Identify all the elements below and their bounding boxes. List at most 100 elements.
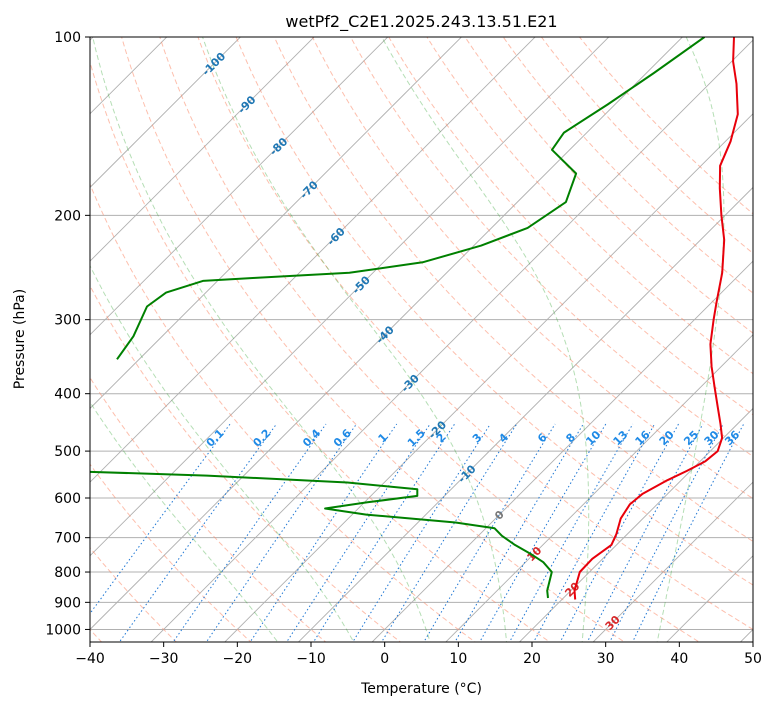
dry-adiabat [350, 37, 753, 458]
dry-adiabat [90, 376, 327, 642]
isotherm-label: -30 [399, 372, 422, 395]
mixing-ratio-line [205, 423, 357, 642]
mixing-ratio-label: 3 [470, 431, 485, 446]
x-tick-label: 20 [523, 651, 541, 667]
y-tick-label: 300 [54, 313, 81, 329]
mixing-ratio-line [609, 423, 724, 642]
mixing-ratio-label: 16 [633, 428, 653, 448]
isotherm-line [445, 334, 753, 642]
mixing-ratio-label: 36 [722, 428, 742, 448]
moist-adiabat [656, 37, 725, 642]
dry-adiabat [311, 37, 753, 500]
mixing-ratio-line [533, 423, 656, 642]
moist-adiabat [90, 264, 355, 642]
isotherm-label: 40 [645, 644, 665, 664]
x-tick-label: −40 [75, 651, 105, 667]
mixing-ratio-line [90, 423, 231, 615]
y-tick-label: 200 [54, 208, 81, 224]
mixing-ratio-line [381, 423, 518, 642]
isotherm-line [90, 37, 315, 262]
isotherm-label: -70 [297, 178, 320, 201]
dry-adiabat [159, 37, 701, 642]
y-tick-label: 500 [54, 444, 81, 460]
mixing-ratio-label: 0.4 [300, 426, 323, 449]
mixing-ratio-label: 20 [657, 428, 677, 448]
isotherm-line [592, 481, 753, 642]
isotherm-line [371, 260, 753, 642]
isotherm-line [90, 37, 389, 336]
mixing-ratio-line [423, 423, 556, 642]
x-tick-label: −20 [223, 651, 253, 667]
isotherm-line [90, 37, 242, 189]
mixing-ratio-line [172, 423, 327, 642]
isotherm-line [90, 37, 463, 410]
dry-adiabat [273, 37, 753, 543]
dry-adiabat [197, 37, 753, 630]
mixing-ratio-line [249, 423, 398, 642]
mixing-ratio-line [632, 423, 745, 642]
isotherm-label: -90 [235, 93, 258, 116]
dry-adiabat [90, 60, 551, 642]
dry-adiabat [90, 463, 252, 642]
plot-frame [89, 36, 754, 643]
dry-adiabat [121, 37, 626, 642]
mixing-ratio-label: 2 [434, 431, 449, 446]
x-tick-label: 40 [670, 651, 688, 667]
moist-adiabat [90, 401, 279, 642]
dewpoint-profile [90, 470, 553, 599]
isotherm-label: -40 [373, 323, 396, 346]
isotherm-line [150, 39, 753, 642]
mixing-ratio-label: 1.5 [405, 427, 428, 450]
isotherm-line [224, 113, 753, 642]
mixing-ratio-label: 4 [496, 431, 511, 446]
y-tick-label: 800 [54, 565, 81, 581]
dry-adiabat [90, 546, 178, 642]
y-tick-label: 700 [54, 531, 81, 547]
x-tick-label: −10 [296, 651, 326, 667]
dry-adiabat [464, 37, 753, 334]
y-tick-label: 1000 [45, 622, 81, 638]
chart-title: wetPf2_C2E1.2025.243.13.51.E21 [285, 12, 557, 32]
y-tick-label: 600 [54, 491, 81, 507]
dewpoint-upper-profile [116, 37, 706, 360]
isotherm-label: -100 [200, 50, 229, 79]
isotherm-line [90, 37, 684, 631]
isotherm-label: -60 [325, 225, 348, 248]
isotherm-line [90, 37, 610, 557]
isotherm-label: -80 [267, 135, 290, 158]
moist-adiabat [202, 37, 508, 642]
mixing-ratio-label: 0.6 [331, 426, 354, 449]
mixing-ratio-line [286, 423, 431, 642]
mixing-ratio-line [586, 423, 704, 642]
x-tick-label: −30 [149, 651, 179, 667]
mixing-ratio-line [479, 423, 607, 642]
isotherm-line [90, 37, 536, 483]
y-tick-label: 900 [54, 595, 81, 611]
isotherm-line [518, 407, 753, 642]
mixing-ratio-line [118, 423, 277, 642]
isotherm-label: 0 [492, 508, 507, 523]
isotherm-line [297, 186, 753, 642]
dry-adiabat [90, 183, 476, 642]
y-tick-label: 400 [54, 387, 81, 403]
dry-adiabat [502, 37, 753, 294]
moist-adiabat [92, 37, 431, 642]
dry-adiabat [578, 37, 753, 215]
x-tick-label: 0 [380, 651, 389, 667]
mixing-ratio-label: 13 [611, 428, 631, 448]
isotherm-line [90, 37, 168, 115]
mixing-ratio-label: 25 [681, 428, 701, 448]
isotherm-label: -50 [350, 273, 373, 296]
mixing-ratio-label: 8 [563, 431, 578, 446]
moist-adiabat [381, 37, 590, 642]
dry-adiabat [90, 284, 402, 642]
x-tick-label: 50 [744, 651, 762, 667]
mixing-ratio-label: 0.2 [250, 427, 273, 450]
x-tick-label: 30 [597, 651, 615, 667]
x-tick-label: 10 [449, 651, 467, 667]
x-axis-title: Temperature (°C) [360, 681, 482, 697]
dry-adiabat [235, 37, 753, 586]
temperature-profile [573, 37, 739, 600]
mixing-ratio-label: 1 [376, 431, 391, 446]
